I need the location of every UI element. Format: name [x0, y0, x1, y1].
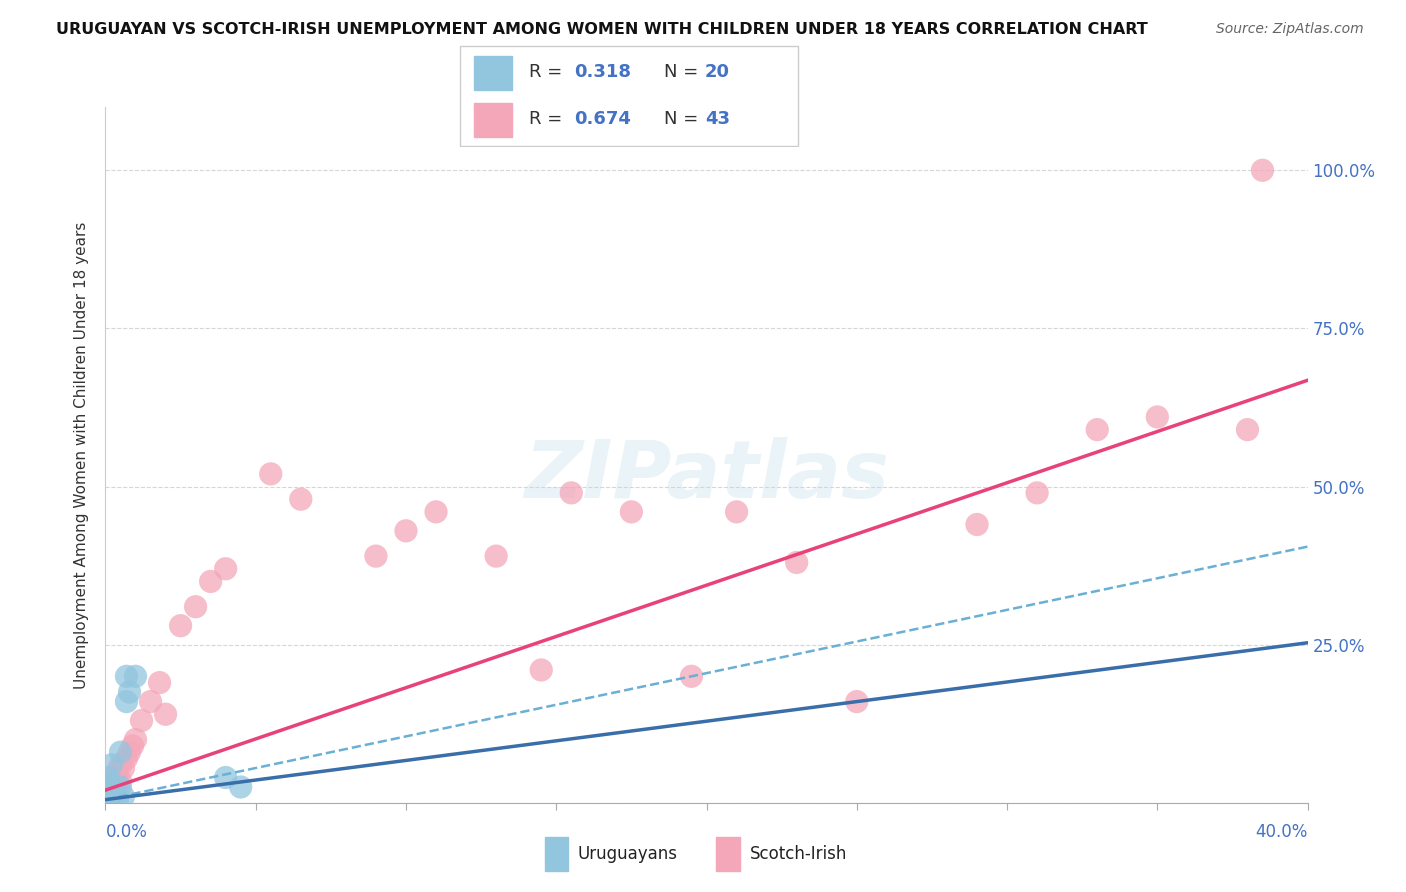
Point: [103, 783, 125, 797]
Point: [200, 574, 222, 589]
Point: [100, 792, 122, 806]
Point: [100, 786, 122, 800]
Point: [725, 505, 748, 519]
Point: [112, 789, 135, 804]
Point: [485, 549, 508, 563]
Bar: [474, 103, 512, 137]
Point: [112, 761, 135, 775]
Point: [110, 745, 132, 759]
Point: [1251, 163, 1274, 178]
Point: [681, 669, 703, 683]
Point: [425, 505, 447, 519]
Text: Uruguayans: Uruguayans: [578, 845, 678, 863]
Text: R =: R =: [529, 111, 568, 128]
Point: [100, 786, 122, 800]
Point: [1026, 486, 1049, 500]
Y-axis label: Unemployment Among Women with Children Under 18 years: Unemployment Among Women with Children U…: [75, 221, 90, 689]
Text: 20: 20: [704, 63, 730, 81]
Text: Source: ZipAtlas.com: Source: ZipAtlas.com: [1216, 22, 1364, 37]
Text: R =: R =: [529, 63, 568, 81]
Point: [103, 789, 125, 804]
Point: [131, 714, 153, 728]
Text: URUGUAYAN VS SCOTCH-IRISH UNEMPLOYMENT AMONG WOMEN WITH CHILDREN UNDER 18 YEARS : URUGUAYAN VS SCOTCH-IRISH UNEMPLOYMENT A…: [56, 22, 1147, 37]
Point: [290, 492, 312, 507]
Point: [97, 789, 120, 804]
Point: [786, 556, 808, 570]
Point: [184, 599, 207, 614]
Bar: [474, 56, 512, 90]
Point: [620, 505, 643, 519]
Point: [560, 486, 582, 500]
Point: [110, 780, 132, 794]
Point: [214, 771, 236, 785]
Point: [97, 777, 120, 791]
Point: [97, 783, 120, 797]
Point: [107, 764, 129, 779]
Point: [97, 789, 120, 804]
Point: [121, 739, 143, 753]
Point: [155, 707, 177, 722]
Text: Scotch-Irish: Scotch-Irish: [749, 845, 846, 863]
Point: [103, 771, 125, 785]
Text: 0.318: 0.318: [574, 63, 631, 81]
Text: 40.0%: 40.0%: [1256, 822, 1308, 840]
Text: ZIPatlas: ZIPatlas: [524, 437, 889, 515]
Point: [100, 757, 122, 772]
Point: [118, 685, 141, 699]
Point: [107, 792, 129, 806]
FancyBboxPatch shape: [460, 45, 799, 146]
Point: [214, 562, 236, 576]
Point: [100, 780, 122, 794]
Point: [364, 549, 387, 563]
Point: [97, 792, 120, 806]
Point: [124, 732, 146, 747]
Point: [139, 695, 162, 709]
Point: [110, 773, 132, 788]
Point: [169, 618, 191, 632]
Point: [115, 695, 138, 709]
Point: [110, 757, 132, 772]
Point: [845, 695, 868, 709]
Text: 43: 43: [704, 111, 730, 128]
Text: N =: N =: [664, 111, 703, 128]
Point: [115, 751, 138, 765]
Text: 0.674: 0.674: [574, 111, 631, 128]
Text: 0.0%: 0.0%: [105, 822, 148, 840]
Point: [229, 780, 252, 794]
Point: [97, 783, 120, 797]
Point: [115, 669, 138, 683]
Point: [118, 745, 141, 759]
Bar: [544, 837, 568, 871]
Point: [97, 771, 120, 785]
Point: [1146, 409, 1168, 424]
Point: [1085, 423, 1108, 437]
Point: [107, 777, 129, 791]
Point: [97, 792, 120, 806]
Point: [530, 663, 553, 677]
Point: [148, 675, 170, 690]
Point: [395, 524, 418, 538]
Point: [966, 517, 988, 532]
Text: N =: N =: [664, 63, 703, 81]
Point: [103, 783, 125, 797]
Bar: [717, 837, 740, 871]
Point: [260, 467, 283, 481]
Point: [1236, 423, 1258, 437]
Point: [124, 669, 146, 683]
